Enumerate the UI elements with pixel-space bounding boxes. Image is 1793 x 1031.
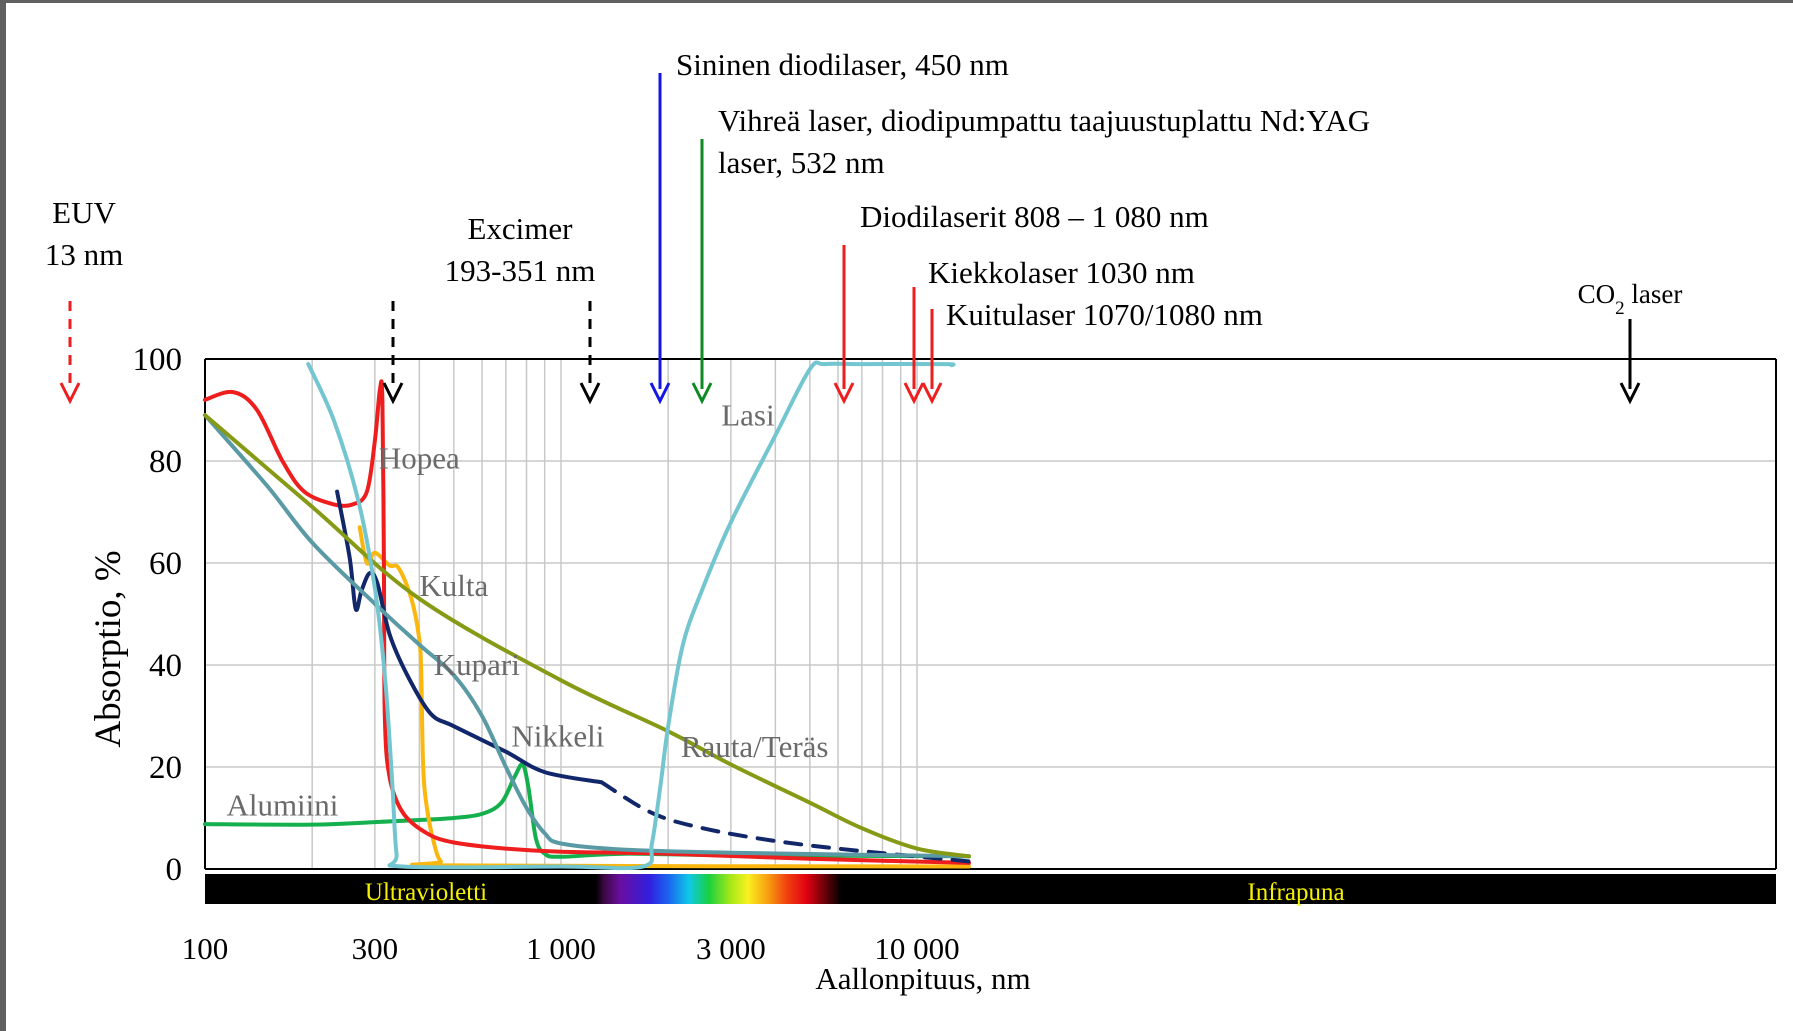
laser-arrow-head-450 <box>649 382 671 405</box>
x-axis-label: Aallonpituus, nm <box>815 961 1030 996</box>
series-label: Kupari <box>434 647 520 682</box>
series-line-hopea <box>203 379 971 865</box>
series-label: Rauta/Teräs <box>681 729 829 764</box>
tick-labels: 100 300 1 000 3 000 10 000 0 20 40 60 80 100 <box>133 342 960 966</box>
y-tick-label: 40 <box>149 648 182 684</box>
laser-label: Vihreä laser, diodipumpattu taajuustupla… <box>718 103 1370 138</box>
y-tick-label: 80 <box>149 444 182 480</box>
spectrum-bar-background <box>205 874 1776 904</box>
x-tick-label: 1 000 <box>526 931 596 966</box>
laser-label: laser, 532 nm <box>718 145 885 180</box>
series-label: Nikkeli <box>511 719 604 754</box>
y-tick-label: 0 <box>166 852 183 888</box>
laser-arrow-head-351 <box>579 382 601 405</box>
y-tick-label: 60 <box>149 546 182 582</box>
laser-label: Diodilaserit 808 – 1 080 nm <box>860 199 1209 234</box>
laser-label: Excimer <box>467 211 573 246</box>
laser-arrow-head-193 <box>382 382 404 405</box>
x-tick-label: 100 <box>182 931 229 966</box>
laser-label: 193-351 nm <box>445 253 596 288</box>
x-tick-label: 10 000 <box>874 931 959 966</box>
series-line-nikkeli-extrapolated <box>599 780 971 864</box>
spectrum-bar: Ultravioletti Infrapuna <box>205 874 1776 906</box>
laser-label-co2: CO2 laser <box>1578 279 1683 319</box>
series-labels: Hopea Kulta Kupari Nikkeli Alumiini Lasi Rauta… <box>226 397 828 822</box>
series-label: Hopea <box>379 441 460 476</box>
series-line-nikkeli <box>335 489 604 785</box>
laser-arrow-head-808 <box>833 382 855 405</box>
y-tick-label: 20 <box>149 750 182 786</box>
grid-lines <box>205 359 1776 869</box>
uv-label: Ultravioletti <box>365 879 487 906</box>
laser-label: Kuitulaser 1070/1080 nm <box>946 297 1263 332</box>
y-axis-label: Absorptio, % <box>88 550 129 747</box>
ir-label: Infrapuna <box>1247 879 1344 906</box>
series-label: Kulta <box>419 568 488 603</box>
series-label: Lasi <box>721 397 775 432</box>
laser-label: EUV <box>52 195 116 230</box>
laser-arrow-head-532 <box>691 382 713 405</box>
y-tick-label: 100 <box>133 342 183 378</box>
visible-spectrum <box>596 874 841 904</box>
laser-label: 13 nm <box>45 237 123 272</box>
laser-label: Sininen diodilaser, 450 nm <box>676 47 1009 82</box>
absorption-chart: Ultravioletti Infrapuna Hopea Kulta Kupari N… <box>45 47 1777 996</box>
laser-markers: EUV 13 nm Excimer 193-351 nm Sininen diodila… <box>45 47 1683 405</box>
laser-arrow-head-13 <box>59 382 81 405</box>
laser-arrow-head-1030 <box>903 382 925 405</box>
series-line-rauta-ter-s <box>203 413 971 859</box>
series-line-kupari <box>203 413 971 859</box>
series-label: Alumiini <box>226 787 338 822</box>
x-tick-label: 3 000 <box>696 931 766 966</box>
laser-arrow-head-10600 <box>1619 382 1641 405</box>
laser-label: Kiekkolaser 1030 nm <box>928 255 1195 290</box>
series-line-lasi <box>306 360 956 871</box>
x-tick-label: 300 <box>352 931 399 966</box>
series-lines <box>203 360 971 871</box>
laser-arrow-head-1080 <box>921 382 943 405</box>
